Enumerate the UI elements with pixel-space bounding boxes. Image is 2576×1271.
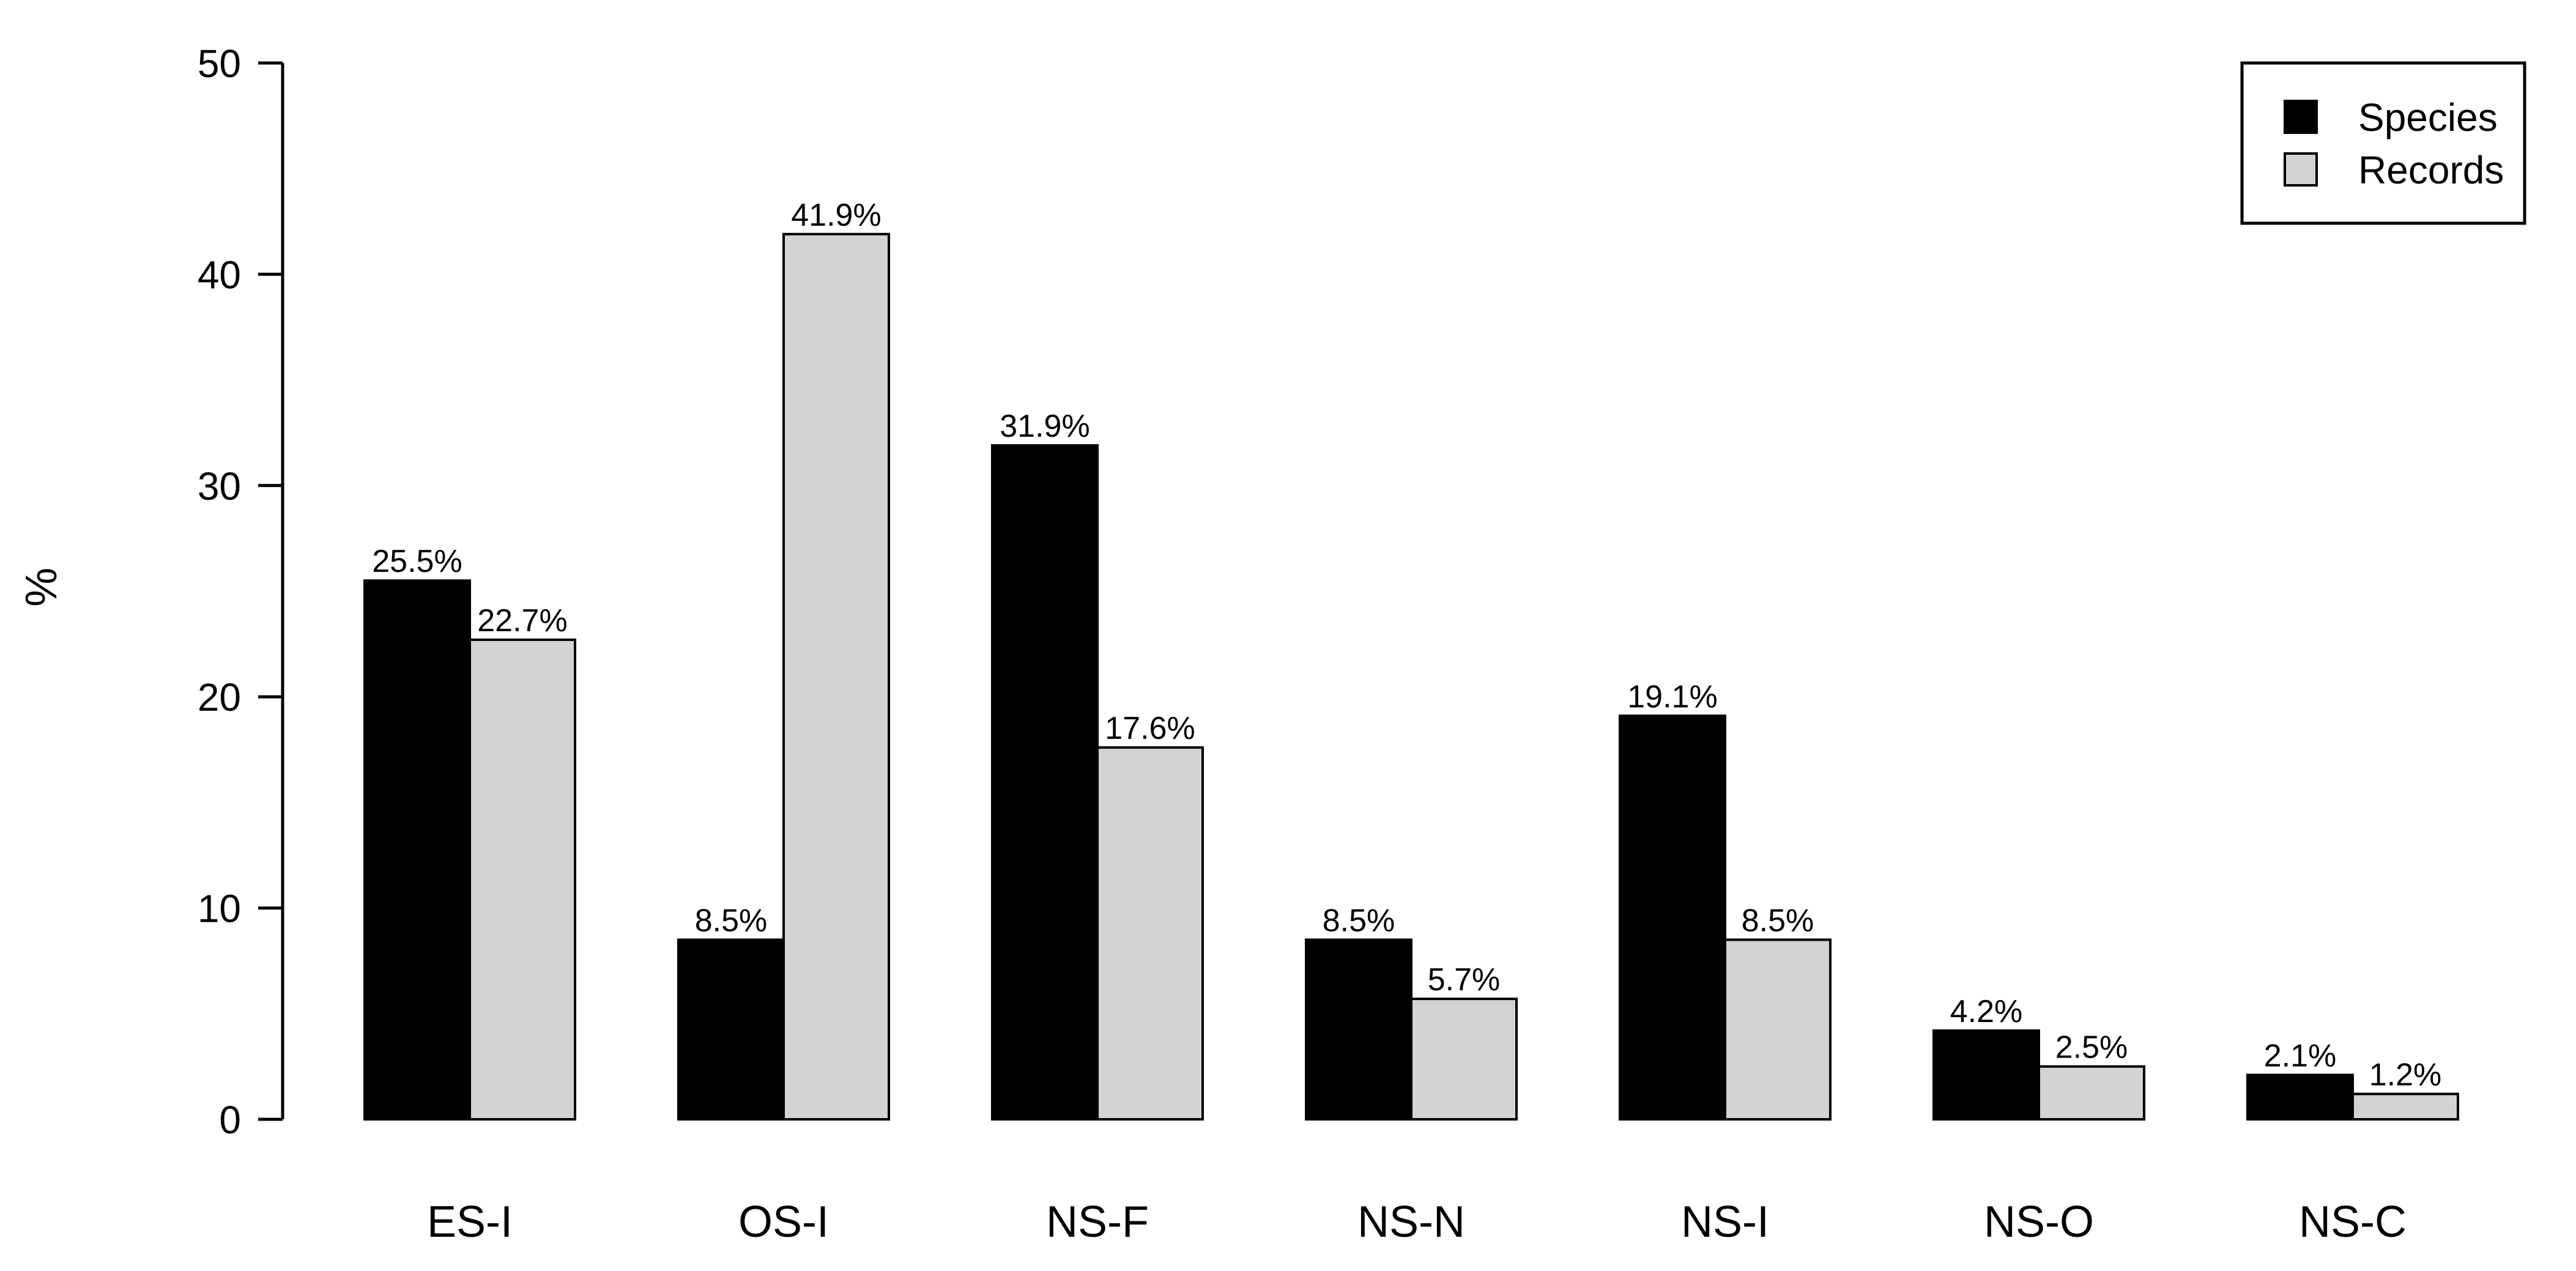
legend-swatch-records xyxy=(2284,152,2318,187)
legend: Species Records xyxy=(2240,61,2526,225)
y-tick-label: 20 xyxy=(198,675,241,719)
data-label-records: 41.9% xyxy=(791,198,881,233)
data-label-species: 4.2% xyxy=(1950,994,2023,1029)
legend-label-species: Species xyxy=(2358,95,2498,139)
data-label-species: 31.9% xyxy=(1000,409,1089,444)
data-label-records: 22.7% xyxy=(477,603,567,639)
data-label-records: 2.5% xyxy=(2055,1030,2128,1065)
bar-species xyxy=(363,579,471,1121)
y-tick-label: 0 xyxy=(219,1098,241,1142)
x-category-label: ES-I xyxy=(427,1198,513,1247)
bar-species xyxy=(991,444,1099,1121)
y-axis-title: % xyxy=(17,568,66,607)
y-axis: 0 10 20 30 40 50 xyxy=(198,42,284,1142)
data-label-records: 5.7% xyxy=(1428,962,1501,998)
data-label-records: 17.6% xyxy=(1105,711,1195,746)
x-category-label: NS-F xyxy=(1046,1198,1149,1247)
bar-records xyxy=(2038,1065,2145,1121)
x-category-label: NS-N xyxy=(1357,1198,1465,1247)
data-label-species: 8.5% xyxy=(695,903,768,938)
bar-records xyxy=(2351,1092,2459,1121)
x-category-labels: ES-I OS-I NS-F NS-N NS-I NS-O NS-C xyxy=(427,1198,2407,1247)
x-category-label: NS-C xyxy=(2299,1198,2407,1247)
legend-swatch-species xyxy=(2284,100,2318,134)
legend-label-records: Records xyxy=(2358,148,2504,192)
y-tick-label: 30 xyxy=(198,464,241,508)
legend-box xyxy=(2240,61,2526,225)
data-label-species: 8.5% xyxy=(1323,903,1395,938)
data-label-species: 2.1% xyxy=(2264,1038,2337,1073)
bar-species xyxy=(1619,714,1726,1121)
bar-species xyxy=(2246,1073,2354,1121)
x-category-label: NS-O xyxy=(1984,1198,2094,1247)
bar-species xyxy=(1932,1029,2040,1121)
bar-records xyxy=(469,638,576,1121)
y-tick-label: 40 xyxy=(198,253,241,297)
bar-records xyxy=(782,232,890,1121)
data-label-records: 1.2% xyxy=(2369,1058,2442,1093)
bar-records xyxy=(1410,998,1518,1121)
data-label-records: 8.5% xyxy=(1742,903,1814,938)
bar-species xyxy=(677,938,785,1121)
y-tick-label: 10 xyxy=(198,887,241,931)
bars-group xyxy=(363,232,2459,1121)
x-category-label: NS-I xyxy=(1681,1198,1769,1247)
data-labels-group: 25.5% 22.7% 8.5% 41.9% 31.9% 17.6% 8.5% 5.7% 19.… xyxy=(372,198,2441,1093)
bar-records xyxy=(1096,746,1204,1121)
data-label-species: 19.1% xyxy=(1627,679,1717,714)
data-label-species: 25.5% xyxy=(372,544,462,579)
x-category-label: OS-I xyxy=(738,1198,829,1247)
bar-records xyxy=(1724,938,1832,1121)
y-tick-label: 50 xyxy=(198,42,241,86)
bar-species xyxy=(1305,938,1412,1121)
